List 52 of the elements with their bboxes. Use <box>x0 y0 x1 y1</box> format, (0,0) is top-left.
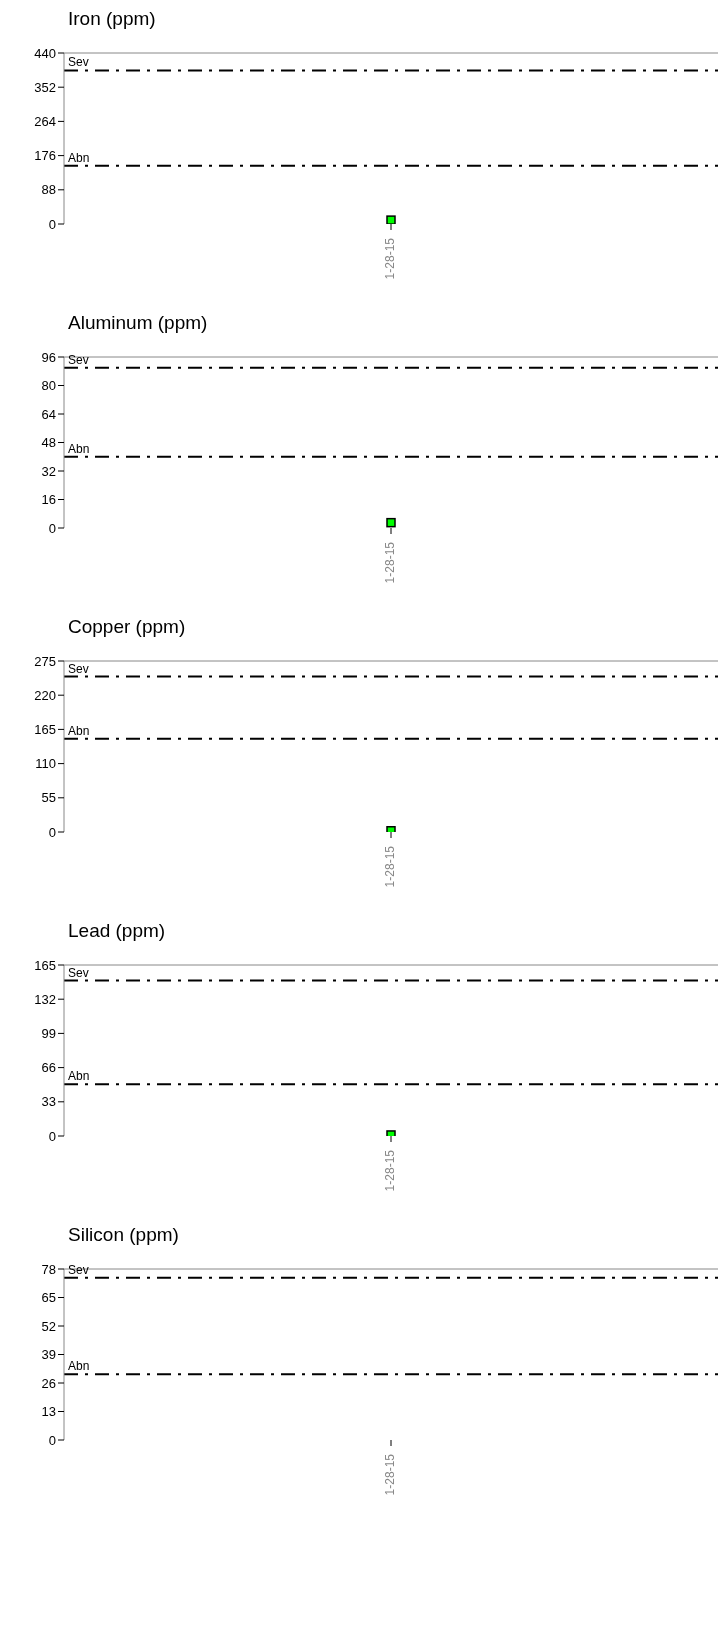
x-tick-label: 1-28-15 <box>383 845 398 888</box>
y-tick-label: 0 <box>48 824 56 840</box>
chart-title: Lead (ppm) <box>68 920 167 942</box>
y-tick-label: 440 <box>34 45 56 61</box>
chart-title: Silicon (ppm) <box>68 1224 180 1246</box>
y-tick-label: 52 <box>41 1318 56 1334</box>
y-tick-label: 275 <box>34 653 56 669</box>
y-tick-label: 176 <box>34 148 56 164</box>
ref-line-label: Abn <box>68 1069 90 1084</box>
x-tick-label: 1-28-15 <box>383 237 398 280</box>
y-tick-label: 80 <box>41 378 56 394</box>
ref-line-label: Sev <box>68 352 89 367</box>
y-tick-label: 352 <box>34 79 56 95</box>
x-tick-label: 1-28-15 <box>383 1149 398 1192</box>
x-tick-label: 1-28-15 <box>383 1453 398 1496</box>
y-tick-label: 99 <box>41 1026 56 1042</box>
y-tick-label: 165 <box>34 722 56 738</box>
y-tick-label: 33 <box>41 1094 56 1110</box>
y-tick-label: 64 <box>41 406 56 422</box>
ref-line-label: Abn <box>68 1359 90 1374</box>
chart-title: Aluminum (ppm) <box>68 312 209 334</box>
y-tick-label: 0 <box>48 520 56 536</box>
y-tick-label: 220 <box>34 687 56 703</box>
ref-line-label: Abn <box>68 723 90 738</box>
y-tick-label: 32 <box>41 463 56 479</box>
ref-line-label: Sev <box>68 55 89 70</box>
y-tick-label: 96 <box>41 349 56 365</box>
chart-title: Copper (ppm) <box>68 616 187 638</box>
y-tick-label: 78 <box>41 1261 56 1277</box>
ref-line-label: Sev <box>68 965 89 980</box>
y-tick-label: 0 <box>48 1432 56 1448</box>
y-tick-label: 48 <box>41 435 56 451</box>
x-tick-label: 1-28-15 <box>383 541 398 584</box>
ref-line-label: Abn <box>68 441 90 456</box>
ref-line-label: Abn <box>68 150 90 165</box>
y-tick-label: 39 <box>41 1347 56 1363</box>
y-tick-label: 66 <box>41 1060 56 1076</box>
y-tick-label: 13 <box>41 1404 56 1420</box>
y-tick-label: 0 <box>48 216 56 232</box>
y-tick-label: 26 <box>41 1375 56 1391</box>
y-tick-label: 55 <box>41 790 56 806</box>
y-tick-label: 110 <box>35 756 56 772</box>
ref-line-label: Sev <box>68 661 89 676</box>
y-tick-label: 88 <box>41 182 56 198</box>
y-tick-label: 165 <box>34 957 56 973</box>
y-tick-label: 264 <box>34 114 56 130</box>
y-tick-label: 0 <box>48 1128 56 1144</box>
y-tick-label: 16 <box>41 492 56 508</box>
chart-title: Iron (ppm) <box>68 8 157 30</box>
y-tick-label: 132 <box>34 991 56 1007</box>
y-tick-label: 65 <box>41 1290 56 1306</box>
ref-line-label: Sev <box>68 1262 89 1277</box>
